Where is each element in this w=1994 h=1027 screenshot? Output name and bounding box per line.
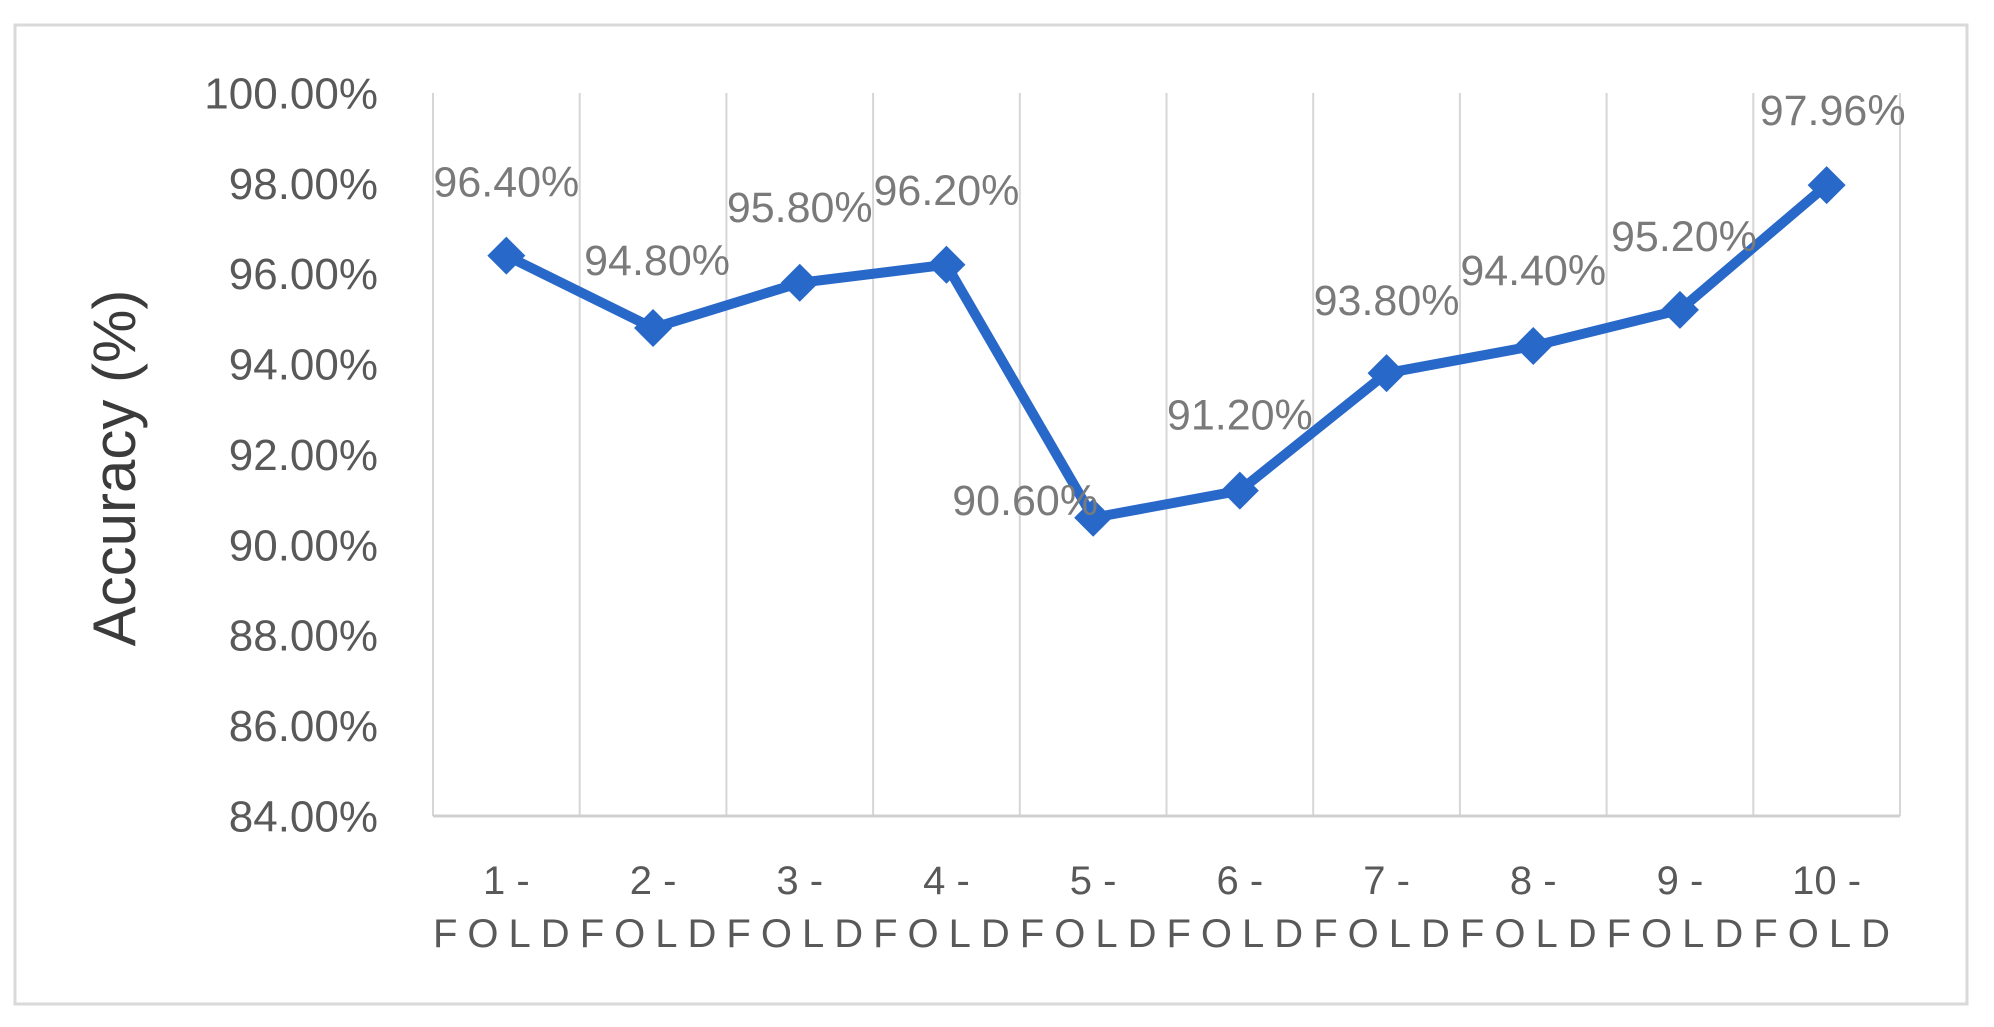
data-point-label: 95.80% [727,184,873,232]
x-tick-fold: FOLD [1753,912,1900,956]
x-tick-fold: FOLD [1313,912,1460,956]
y-tick-label: 90.00% [229,521,378,570]
x-tick-number: 7 - [1363,859,1410,903]
data-point-label: 90.60% [952,477,1098,525]
data-point-marker [927,245,966,284]
data-label-group: 96.40%94.80% 95.80% 96.20% 90.60% 91.20% 93.8… [433,87,1905,525]
data-point-label: 93.80% [1314,277,1460,325]
x-tick-number: 6 - [1217,859,1264,903]
series-group [487,166,1846,537]
x-tick-fold: FOLD [580,912,727,956]
x-tick-number: 2 - [630,859,677,903]
data-point-marker [487,236,526,275]
accuracy-series-line [501,180,1832,523]
data-point-marker [634,308,673,347]
x-tick-fold: FOLD [1607,912,1754,956]
x-tick-fold: FOLD [1460,912,1607,956]
x-tick-fold: FOLD [726,912,873,956]
x-tick-fold: FOLD [1020,912,1167,956]
y-tick-label: 84.00% [229,792,378,841]
y-tick-label: 96.00% [229,250,378,299]
gridline-group [432,93,1901,816]
data-point-marker [1074,498,1113,537]
y-tick-label: 94.00% [229,341,378,390]
x-tick-number: 3 - [776,859,823,903]
data-point-label: 96.20% [874,167,1020,215]
x-tick-fold: FOLD [433,912,580,956]
data-point-marker [1514,327,1553,366]
data-point-label: 96.40% [433,159,579,207]
x-tick-number: 4 - [923,859,970,903]
data-point-marker [1660,290,1699,329]
data-point-label: 91.20% [1167,392,1313,440]
data-point-marker [1220,471,1259,510]
x-tick-number: 1 - [483,859,530,903]
y-tick-label: 86.00% [229,702,378,751]
x-tick-number: 5 - [1070,859,1117,903]
y-tick-label: 92.00% [229,431,378,480]
x-tick-fold: FOLD [873,912,1020,956]
x-axis-category-labels: 1 - FOLD 2 - FOLD 3 - FOLD 4 - FOLD 5 - FOLD 6 - FO… [433,859,1900,956]
data-point-marker [1367,354,1406,393]
y-tick-label: 98.00% [229,160,378,209]
data-point-label: 95.20% [1611,213,1757,261]
data-point-marker [1807,166,1846,205]
y-tick-label: 88.00% [229,612,378,661]
figure-border [13,23,1969,1006]
data-point-marker [780,263,819,302]
data-point-label: 94.80% [584,237,730,285]
y-tick-label: 100.00% [204,69,378,118]
x-tick-number: 8 - [1510,859,1557,903]
y-axis-tick-labels: 100.00% 98.00% 96.00% 94.00% 92.00% 90.00% 88.… [204,69,378,841]
x-tick-number: 9 - [1657,859,1704,903]
data-point-label: 97.96% [1760,87,1906,135]
y-axis-title: Accuracy (%) [81,290,148,647]
x-tick-number: 10 - [1792,859,1861,903]
x-tick-fold: FOLD [1167,912,1314,956]
data-point-label: 94.40% [1460,247,1606,295]
